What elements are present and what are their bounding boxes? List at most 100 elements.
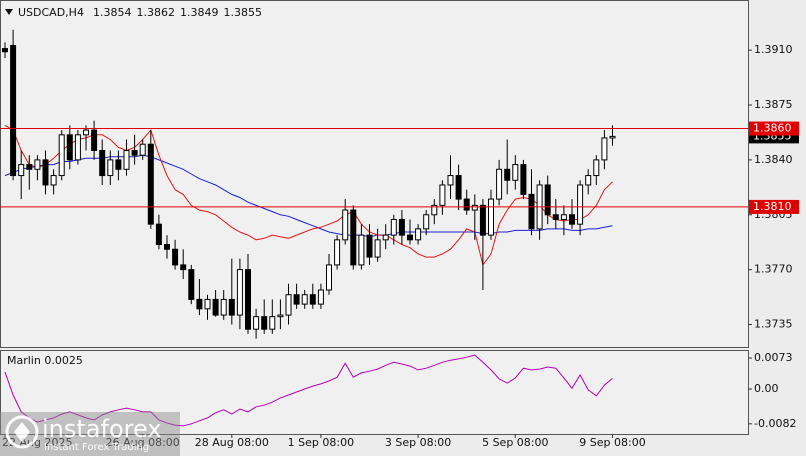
candle-body (407, 234, 413, 241)
plot-layer: 1.39101.38751.38401.38051.37701.37351.38… (0, 29, 799, 449)
y-tick-label: 1.3910 (754, 43, 793, 56)
candle-body (593, 159, 600, 177)
x-tick-label: 1 Sep 08:00 (288, 436, 354, 449)
candle-body (342, 209, 349, 241)
candle-body (83, 129, 89, 136)
candle-body (431, 204, 438, 216)
candle-body (479, 204, 486, 236)
oscillator-title: Marlin 0.0025 (7, 354, 83, 367)
y-tick-label: 0.0073 (754, 351, 793, 364)
candle-body (50, 175, 57, 186)
candle-body (269, 316, 276, 330)
candle-body (74, 134, 81, 161)
candle-body (488, 198, 494, 236)
candle-body (301, 294, 308, 305)
y-tick-label: 1.3875 (754, 98, 793, 111)
watermark-tagline: Instant Forex Trading (44, 442, 149, 453)
candle-body (326, 264, 332, 291)
header-close: 1.3855 (223, 6, 262, 19)
candle-body (455, 175, 462, 200)
candle-body (18, 164, 25, 177)
candle-body (172, 248, 179, 266)
candle-body (26, 164, 33, 170)
candle-body (520, 164, 527, 195)
candle-body (58, 134, 65, 177)
y-tick-label: 1.3770 (754, 263, 793, 276)
candle-body (334, 239, 341, 266)
y-tick-label: 0.00 (754, 382, 779, 395)
candle-body (569, 214, 575, 225)
candle-body (212, 298, 219, 316)
header-low: 1.3849 (180, 6, 219, 19)
candle-body (350, 209, 357, 266)
moving-average (4, 154, 613, 238)
candle-body (277, 314, 284, 318)
candle-body (66, 134, 73, 161)
watermark: instaforex Instant Forex Trading (0, 412, 180, 456)
candle-body (544, 184, 551, 216)
candle-body (463, 198, 470, 211)
price-panel (0, 0, 749, 348)
watermark-logo (5, 415, 39, 449)
x-tick-label: 3 Sep 08:00 (385, 436, 451, 449)
candle-body (155, 223, 162, 246)
candle-body (34, 159, 41, 170)
y-tick-label: 1.3735 (754, 317, 793, 330)
candle-body (139, 143, 146, 156)
candle-body (253, 316, 260, 330)
candle-body (115, 159, 122, 170)
chart-header: USDCAD,H4 1.3854 1.3862 1.3849 1.3855 (18, 6, 262, 19)
candle-body (245, 269, 251, 330)
candle-body (601, 137, 608, 161)
candle-body (358, 234, 365, 266)
candle-body (366, 234, 373, 258)
candle-body (261, 316, 268, 330)
header-high: 1.3862 (136, 6, 175, 19)
candle-body (374, 239, 381, 258)
candle-body (504, 168, 511, 181)
candle-body (91, 129, 98, 151)
oscillator-panel (0, 350, 749, 435)
x-tick-label: 9 Sep 08:00 (579, 436, 645, 449)
candle-body (528, 193, 535, 230)
candle-body (552, 214, 559, 220)
header-open: 1.3854 (93, 6, 132, 19)
candle-body (180, 264, 187, 271)
candle-body (164, 244, 170, 250)
candle-body (196, 298, 203, 310)
candle-body (10, 44, 17, 177)
oscillator-line (4, 354, 613, 427)
candle-body (390, 218, 397, 236)
x-tick-label: 5 Sep 08:00 (482, 436, 548, 449)
candle-body (293, 294, 300, 305)
candle-body (609, 135, 616, 139)
x-tick-label: 28 Aug 08:00 (195, 436, 269, 449)
x-tick-label: 26 Aug 08:00 (106, 436, 180, 449)
candle-body (382, 234, 389, 241)
candle-body (577, 184, 584, 225)
candle-body (42, 159, 49, 186)
candle-body (512, 164, 519, 181)
candle-body (188, 269, 195, 300)
menu-arrow (5, 9, 13, 15)
y-tick-label: -0.0082 (754, 417, 796, 430)
level-label: 1.3810 (753, 200, 792, 213)
candle-body (560, 214, 567, 220)
candle-body (228, 298, 235, 316)
candle-body (585, 175, 592, 186)
candle-body (439, 184, 446, 206)
level-label: 1.3860 (753, 122, 792, 135)
candle-body (309, 294, 316, 305)
candle-body (220, 298, 227, 316)
candle-body (415, 228, 422, 241)
candle-body (2, 48, 8, 53)
candle-body (236, 269, 243, 316)
candle-body (123, 149, 130, 170)
watermark-logo-mark (14, 422, 30, 442)
candle-body (147, 143, 154, 225)
oscillator-name: Marlin (7, 354, 41, 367)
watermark-brand: instaforex (42, 415, 162, 443)
candle-body (285, 294, 292, 316)
candle-body (423, 214, 430, 230)
